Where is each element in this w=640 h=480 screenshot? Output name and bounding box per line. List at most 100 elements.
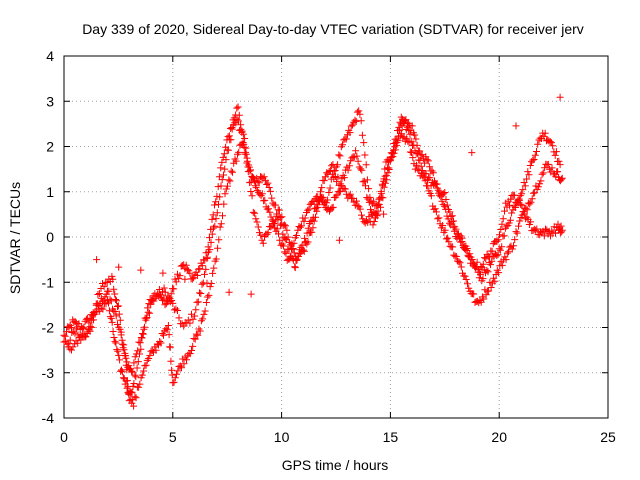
data-point: [144, 308, 152, 316]
data-point: [252, 184, 260, 192]
data-point: [94, 291, 102, 298]
y-tick-label: -2: [42, 320, 55, 336]
data-point: [452, 253, 460, 260]
data-point: [358, 211, 365, 219]
data-point: [167, 290, 175, 298]
data-point: [424, 157, 432, 165]
data-point: [251, 209, 259, 217]
data-point: [318, 184, 326, 192]
data-point: [308, 228, 316, 236]
data-point: [100, 296, 108, 304]
data-point: [170, 378, 178, 386]
data-point: [266, 187, 274, 195]
data-point: [276, 236, 284, 244]
data-point: [335, 151, 343, 159]
data-point: [329, 203, 337, 211]
data-point: [192, 306, 200, 314]
data-point: [542, 225, 549, 233]
data-point: [71, 329, 79, 337]
data-point: [265, 184, 273, 191]
data-point: [183, 266, 191, 274]
data-point: [140, 325, 148, 333]
data-point: [224, 182, 231, 190]
data-point: [404, 123, 411, 131]
data-point: [491, 277, 499, 285]
data-point: [414, 165, 422, 173]
data-point: [527, 198, 535, 206]
data-point: [539, 169, 547, 177]
data-point: [145, 355, 153, 362]
data-point: [80, 323, 88, 331]
data-point: [198, 280, 206, 288]
data-point: [353, 152, 361, 160]
data-point: [212, 255, 220, 263]
data-point: [235, 148, 243, 156]
data-point: [257, 231, 265, 239]
data-point: [526, 200, 534, 208]
data-point: [363, 217, 370, 225]
data-point: [470, 290, 478, 298]
data-point: [445, 238, 453, 246]
data-point: [63, 328, 70, 336]
x-tick-label: 10: [274, 429, 290, 445]
data-point: [115, 351, 123, 359]
data-point: [524, 168, 532, 176]
data-point: [180, 322, 188, 330]
data-point: [351, 116, 359, 124]
data-point: [272, 216, 280, 224]
data-point: [426, 163, 434, 171]
data-point: [473, 258, 481, 266]
data-point: [345, 162, 353, 170]
data-point: [411, 131, 419, 139]
data-point: [240, 140, 248, 148]
data-point: [461, 272, 469, 280]
data-point: [440, 190, 448, 198]
data-point: [77, 336, 85, 344]
data-point: [484, 252, 492, 260]
data-point: [476, 297, 484, 304]
data-point: [254, 223, 262, 231]
data-point: [139, 330, 147, 338]
data-point: [189, 315, 197, 323]
data-point: [273, 225, 281, 233]
data-point: [447, 213, 455, 220]
data-point: [108, 272, 116, 280]
data-point: [117, 328, 125, 336]
data-point: [112, 339, 120, 347]
data-point: [247, 188, 255, 195]
data-point: [557, 222, 565, 230]
data-point: [132, 394, 140, 402]
data-point: [228, 125, 236, 133]
data-point: [97, 304, 105, 312]
data-point: [222, 185, 230, 193]
data-point: [510, 191, 518, 199]
data-point: [137, 345, 145, 353]
data-point: [439, 222, 447, 229]
data-point: [508, 245, 516, 253]
data-point: [116, 356, 124, 364]
data-point: [463, 245, 471, 252]
data-point: [375, 195, 383, 203]
data-point: [448, 212, 456, 220]
data-point: [330, 167, 338, 175]
data-point: [173, 370, 180, 378]
data-point: [189, 342, 197, 350]
data-point: [528, 195, 536, 203]
data-point: [347, 122, 355, 130]
data-point: [530, 156, 538, 163]
data-point: [191, 312, 199, 320]
data-point: [548, 164, 556, 172]
data-point: [533, 148, 540, 155]
data-point: [554, 168, 562, 176]
data-point: [242, 144, 250, 152]
data-point: [291, 264, 299, 272]
data-point: [304, 206, 312, 214]
data-point: [268, 194, 276, 202]
data-point: [210, 264, 218, 272]
data-point: [174, 367, 182, 375]
data-point: [251, 178, 259, 186]
data-point: [358, 131, 366, 139]
data-point: [366, 217, 374, 225]
data-point: [107, 314, 115, 322]
data-point: [142, 361, 150, 369]
